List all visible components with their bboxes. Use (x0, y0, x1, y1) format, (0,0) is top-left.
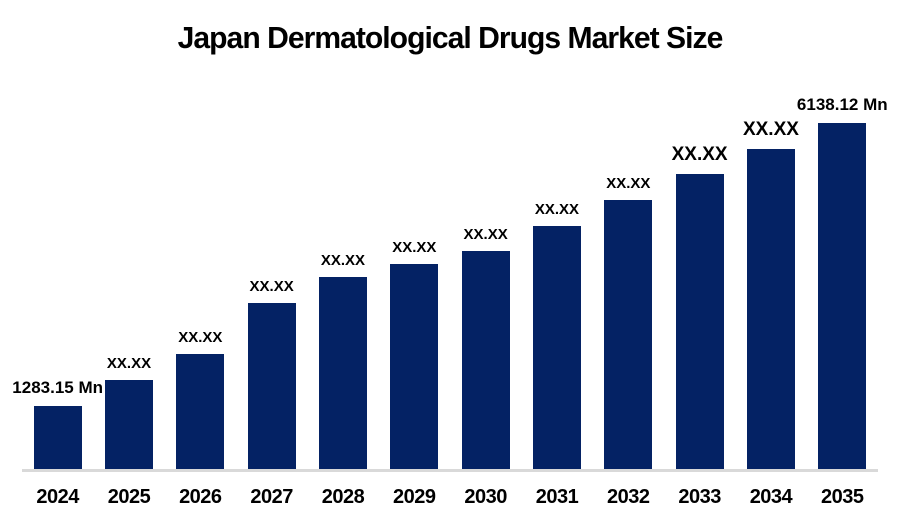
bar-value-label-2034: XX.XX (742, 119, 799, 141)
bar-value-label-2024: 1283.15 Mn (12, 378, 104, 398)
bar-value-label-2035: 6138.12 Mn (796, 95, 888, 115)
x-tick-2026: 2026 (179, 486, 222, 508)
bar-2025[interactable] (104, 380, 153, 469)
plot-area: 1283.15 Mn XX.XX XX.XX XX.XX XX.XX XX.XX XX.XX… (12, 60, 888, 472)
x-tick-2025: 2025 (107, 486, 151, 508)
bar-column-2035: 6138.12 Mn (797, 96, 888, 469)
bar-2035[interactable] (818, 123, 867, 469)
bar-value-label-2030: XX.XX (463, 225, 508, 243)
chart-title: Japan Dermatological Drugs Market Size (177, 20, 724, 55)
bar-2026[interactable] (176, 354, 225, 469)
bar-2034[interactable] (746, 149, 795, 469)
bar-value-label-2033: XX.XX (671, 144, 728, 166)
bar-column-2026: XX.XX (165, 328, 236, 469)
x-axis-labels: 2024 2025 2026 2027 2028 2029 2030 2031 2032 2033… (22, 486, 878, 509)
bar-column-2032: XX.XX (593, 174, 664, 469)
bar-value-label-2026: XX.XX (178, 328, 223, 346)
bar-column-2031: XX.XX (521, 200, 592, 469)
bar-2030[interactable] (461, 251, 510, 469)
x-tick-2028: 2028 (321, 486, 365, 508)
x-tick-2035: 2035 (821, 486, 864, 508)
x-tick-2030: 2030 (464, 486, 507, 508)
bar-2032[interactable] (604, 200, 653, 469)
bar-2029[interactable] (390, 264, 439, 469)
bar-column-2027: XX.XX (236, 277, 307, 469)
bar-2027[interactable] (247, 303, 296, 469)
bar-column-2033: XX.XX (664, 144, 735, 469)
bar-column-2029: XX.XX (379, 238, 450, 469)
bar-value-label-2032: XX.XX (606, 174, 651, 192)
x-tick-2034: 2034 (749, 486, 793, 508)
bar-column-2028: XX.XX (307, 251, 378, 469)
bar-value-label-2027: XX.XX (249, 277, 294, 295)
bar-value-label-2025: XX.XX (106, 354, 152, 372)
bar-2031[interactable] (532, 226, 581, 469)
bar-column-2024: 1283.15 Mn (12, 379, 103, 469)
bar-column-2030: XX.XX (450, 225, 521, 469)
x-tick-2031: 2031 (535, 486, 579, 508)
bar-value-label-2028: XX.XX (320, 251, 366, 269)
bar-value-label-2029: XX.XX (392, 238, 437, 256)
x-tick-2032: 2032 (607, 486, 650, 508)
bar-2024[interactable] (33, 406, 82, 469)
x-tick-2033: 2033 (678, 486, 721, 508)
bar-column-2025: XX.XX (93, 354, 164, 469)
x-tick-2027: 2027 (250, 486, 293, 508)
bar-2028[interactable] (318, 277, 367, 469)
x-tick-2024: 2024 (36, 486, 79, 508)
bar-2033[interactable] (675, 174, 724, 469)
bar-value-label-2031: XX.XX (534, 200, 580, 218)
x-tick-2029: 2029 (393, 486, 436, 508)
bar-column-2034: XX.XX (735, 119, 806, 469)
